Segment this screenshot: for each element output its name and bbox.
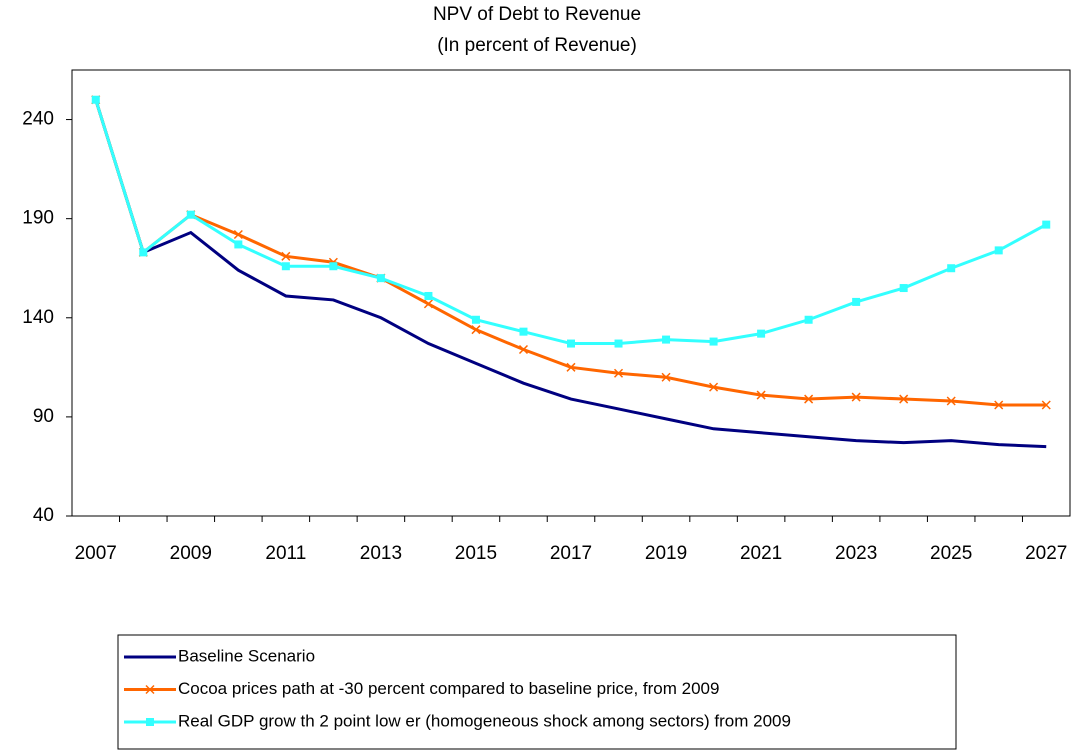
- series-line: [94, 99, 1047, 449]
- marker: [281, 262, 290, 271]
- marker: [899, 394, 909, 404]
- marker: [281, 251, 291, 261]
- x-tick-label: 2025: [930, 543, 972, 564]
- legend-label: Real GDP grow th 2 point low er (homogen…: [178, 711, 791, 730]
- marker: [899, 284, 908, 293]
- y-tick-label: 40: [33, 505, 54, 526]
- y-tick-label: 140: [22, 307, 54, 328]
- marker: [376, 274, 385, 283]
- series-line: [94, 99, 1047, 346]
- marker: [614, 339, 623, 348]
- marker: [709, 337, 718, 346]
- x-tick-label: 2017: [550, 543, 592, 564]
- x-tick-label: 2021: [740, 543, 782, 564]
- marker: [186, 210, 195, 219]
- marker: [518, 344, 529, 355]
- marker: [145, 684, 155, 695]
- marker: [566, 362, 576, 372]
- plot-area: [71, 69, 1071, 517]
- marker: [567, 339, 575, 348]
- marker: [756, 390, 766, 400]
- x-tick-label: 2013: [360, 543, 402, 564]
- y-tick-label: 240: [22, 109, 54, 130]
- marker: [662, 335, 671, 344]
- marker: [329, 262, 338, 271]
- marker: [661, 372, 671, 382]
- chart-subtitle: (In percent of Revenue): [437, 35, 637, 56]
- x-tick-label: 2019: [645, 543, 687, 564]
- legend-label: Cocoa prices path at -30 percent compare…: [178, 679, 719, 698]
- x-tick-label: 2015: [455, 543, 497, 564]
- x-tick-label: 2007: [75, 543, 117, 564]
- marker: [851, 392, 861, 402]
- marker: [994, 400, 1004, 410]
- x-tick-label: 2011: [265, 543, 306, 564]
- marker: [519, 327, 528, 336]
- marker: [613, 368, 624, 378]
- marker: [804, 394, 814, 404]
- legend-label: Baseline Scenario: [178, 646, 315, 665]
- marker: [1041, 400, 1051, 410]
- marker: [757, 329, 766, 338]
- marker: [471, 325, 481, 335]
- marker: [234, 240, 243, 249]
- marker: [1042, 220, 1051, 229]
- legend: [117, 634, 957, 750]
- marker: [423, 299, 433, 309]
- marker: [709, 382, 719, 392]
- marker: [146, 718, 154, 726]
- x-tick-label: 2009: [170, 543, 212, 564]
- series-line: [94, 99, 1047, 407]
- x-tick-label: 2023: [835, 543, 877, 564]
- y-tick-label: 90: [33, 406, 54, 427]
- marker: [424, 291, 433, 300]
- marker: [946, 396, 956, 406]
- marker: [233, 229, 243, 240]
- marker: [947, 264, 956, 273]
- marker: [91, 95, 100, 104]
- marker: [852, 297, 861, 306]
- marker: [804, 315, 813, 324]
- chart-title: NPV of Debt to Revenue: [433, 4, 641, 25]
- marker: [994, 246, 1003, 255]
- marker: [471, 315, 480, 324]
- x-tick-label: 2027: [1025, 543, 1067, 564]
- y-tick-label: 190: [22, 208, 54, 229]
- marker: [139, 248, 148, 257]
